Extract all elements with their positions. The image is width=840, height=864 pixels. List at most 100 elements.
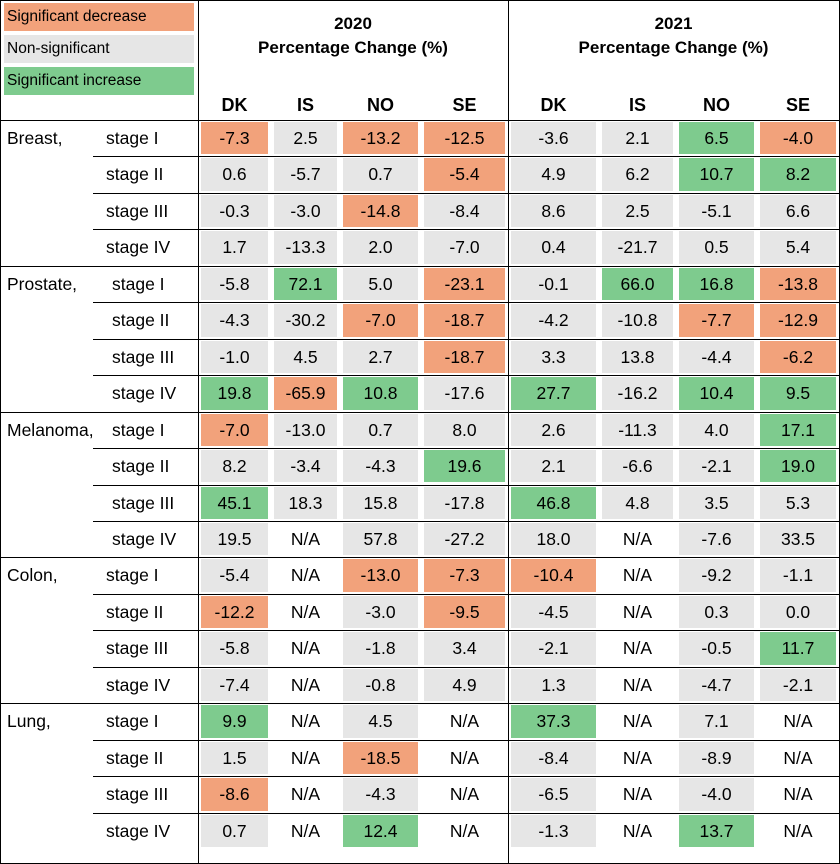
table-cell: 72.1: [274, 267, 337, 301]
table-cell: 45.1: [201, 486, 268, 519]
year-title: 2021: [654, 14, 693, 33]
table-cell: 19.5: [201, 522, 268, 556]
table-cell: 9.9: [201, 705, 268, 738]
table-cell: -7.0: [201, 413, 268, 447]
row-stage: stage IV: [112, 383, 177, 404]
table-cell: 0.4: [511, 231, 596, 264]
row-stage: stage IV: [106, 237, 171, 258]
table-cell: 6.5: [679, 122, 754, 155]
table-cell: -11.3: [602, 413, 673, 447]
column-header: IS: [296, 95, 314, 115]
table-cell: 8.0: [424, 413, 505, 447]
table-cell: -9.2: [679, 559, 754, 592]
table-cell: 46.8: [511, 486, 596, 519]
table-cell: N/A: [760, 705, 836, 738]
table-cell: N/A: [760, 814, 836, 847]
table-cell: 10.7: [679, 158, 754, 191]
table-cell: -1.3: [511, 814, 596, 847]
table-cell: -12.2: [201, 595, 268, 629]
table-cell: N/A: [760, 778, 836, 811]
table-cell: -10.8: [602, 304, 673, 337]
table-cell: 15.8: [343, 486, 418, 519]
table-cell: -12.9: [760, 304, 836, 337]
table-cell: -3.6: [511, 122, 596, 155]
table-cell: 0.7: [343, 413, 418, 447]
column-header: DK: [221, 95, 248, 115]
row-divider: [93, 594, 840, 595]
table-cell: -13.8: [760, 267, 836, 301]
table-cell: -13.0: [274, 413, 337, 447]
table-cell: N/A: [760, 741, 836, 775]
table-cell: 8.6: [511, 194, 596, 228]
table-cell: N/A: [274, 778, 337, 811]
table-cell: 4.9: [424, 668, 505, 702]
table-cell: 2.7: [343, 340, 418, 374]
table-cell: -7.4: [201, 668, 268, 702]
row-stage: stage III: [112, 346, 175, 367]
table-cell: -13.0: [343, 559, 418, 592]
table-cell: 57.8: [343, 522, 418, 556]
table-cell: N/A: [602, 595, 673, 629]
table-cell: -1.0: [201, 340, 268, 374]
year-title: 2020: [334, 14, 372, 33]
table-cell: -5.8: [201, 632, 268, 665]
row-stage: stage III: [106, 200, 169, 221]
table-cell: -7.6: [679, 522, 754, 556]
table-cell: 4.0: [679, 413, 754, 447]
table-cell: N/A: [602, 778, 673, 811]
row-divider: [93, 448, 840, 449]
row-divider: [0, 703, 840, 704]
table-cell: 13.7: [679, 814, 754, 847]
table-cell: N/A: [274, 741, 337, 775]
table-cell: -0.5: [679, 632, 754, 665]
table-cell: N/A: [602, 741, 673, 775]
row-category: Prostate,: [7, 273, 78, 294]
table-cell: -4.2: [511, 304, 596, 337]
table-cell: 12.4: [343, 814, 418, 847]
table-cell: -5.7: [274, 158, 337, 191]
column-header: SE: [452, 95, 477, 115]
row-divider: [93, 813, 840, 814]
column-header: IS: [628, 95, 646, 115]
table-cell: -4.7: [679, 668, 754, 702]
table-cell: -4.3: [343, 778, 418, 811]
table-cell: -7.7: [679, 304, 754, 337]
table-cell: -12.5: [424, 122, 505, 155]
row-stage: stage IV: [106, 674, 171, 695]
column-divider: [198, 0, 199, 864]
row-stage: stage IV: [112, 528, 177, 549]
table-cell: -2.1: [511, 632, 596, 665]
legend-item-decrease: Significant decrease: [4, 3, 194, 31]
table-cell: 0.7: [343, 158, 418, 191]
table-cell: -1.8: [343, 632, 418, 665]
table-cell: -2.1: [760, 668, 836, 702]
table-cell: -13.2: [343, 122, 418, 155]
table-cell: -18.5: [343, 741, 418, 775]
table-cell: 27.7: [511, 377, 596, 410]
table-cell: -8.9: [679, 741, 754, 775]
table-cell: -13.3: [274, 231, 337, 264]
row-divider: [93, 156, 840, 157]
table-cell: -16.2: [602, 377, 673, 410]
table-cell: -2.1: [679, 450, 754, 483]
column-divider: [508, 0, 509, 864]
table-cell: -65.9: [274, 377, 337, 410]
table-cell: 10.8: [343, 377, 418, 410]
row-divider: [0, 412, 840, 413]
table-cell: -4.0: [679, 778, 754, 811]
table-cell: -18.7: [424, 304, 505, 337]
table-cell: 33.5: [760, 522, 836, 556]
table-cell: -4.4: [679, 340, 754, 374]
row-stage: stage II: [106, 164, 164, 185]
table-cell: -5.4: [424, 158, 505, 191]
table-cell: 2.1: [602, 122, 673, 155]
row-category: Melanoma,: [7, 419, 94, 440]
table-cell: 0.7: [201, 814, 268, 847]
row-stage: stage II: [106, 747, 164, 768]
table-cell: 1.7: [201, 231, 268, 264]
table-cell: -9.5: [424, 595, 505, 629]
table-cell: -18.7: [424, 340, 505, 374]
table-cell: N/A: [274, 705, 337, 738]
table-cell: N/A: [274, 522, 337, 556]
row-stage: stage I: [112, 419, 165, 440]
